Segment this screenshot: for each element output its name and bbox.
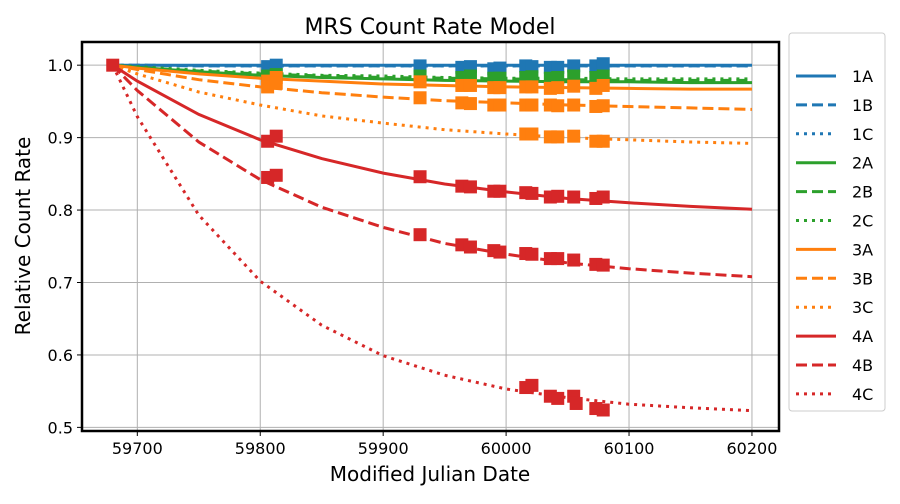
data-marker-3B [493,98,507,112]
y-tick-label: 0.7 [48,273,73,292]
x-tick-label: 59700 [112,439,163,458]
data-marker-4A [269,129,283,143]
data-marker-3A [493,81,507,95]
legend-label-1B: 1B [852,96,873,115]
data-marker-3C [525,127,539,141]
legend-label-3C: 3C [852,298,873,317]
y-tick-label: 0.6 [48,346,73,365]
data-marker-4B [596,258,610,272]
data-marker-4C [551,391,565,405]
data-marker-1A [493,61,507,75]
data-marker-3A [551,81,565,95]
legend-label-1A: 1A [852,67,873,86]
data-marker-4B [493,245,507,259]
data-marker-1A [413,59,427,73]
x-tick-label: 59800 [235,439,286,458]
legend-label-2C: 2C [852,212,873,231]
data-marker-4A [567,190,581,204]
data-marker-1A [567,59,581,73]
legend-label-2A: 2A [852,154,873,173]
data-marker-4A [463,180,477,194]
data-marker-3B [269,76,283,90]
data-marker-2A [551,70,565,84]
x-tick-label: 60000 [481,439,532,458]
data-marker-3C [551,130,565,144]
legend: 1A 1B 1C 2A 2B 2C 3A 3B 3C 4A 4B 4C [788,32,886,412]
data-marker-4A [106,58,120,72]
legend-box [788,32,886,412]
series-line-3B [112,63,753,111]
legend-label-4B: 4B [852,356,873,375]
legend-label-1C: 1C [852,125,873,144]
chart-title: MRS Count Rate Model [304,15,555,40]
series-line-3C [112,63,753,145]
y-tick-label: 0.8 [48,201,73,220]
data-marker-1A [551,60,565,74]
data-marker-3B [567,98,581,112]
series-line-3A [112,63,752,91]
data-marker-4C [596,403,610,417]
data-marker-4C [525,378,539,392]
data-marker-3B [525,98,539,112]
x-axis-label: Modified Julian Date [330,462,530,486]
data-marker-4A [596,190,610,204]
grid [82,42,779,431]
ticks: 59700 59800 59900 60000 60100 60200 0.5 0.6 0.7 0… [48,56,778,458]
series-line-2C [112,63,752,81]
y-tick-label: 1.0 [48,56,73,75]
data-marker-4B [525,247,539,261]
data-marker-3C [567,129,581,143]
y-tick-label: 0.5 [48,418,73,437]
data-marker-4A [525,186,539,200]
series-line-2B [112,63,752,82]
x-tick-label: 60100 [604,439,655,458]
legend-label-4A: 4A [852,327,873,346]
data-marker-2A [525,70,539,84]
data-marker-4B [413,228,427,242]
data-marker-3B [596,99,610,113]
y-axis-label: Relative Count Rate [11,137,35,336]
data-marker-3B [551,99,565,113]
data-marker-3A [567,79,581,93]
legend-label-3B: 3B [852,269,873,288]
x-tick-label: 59900 [358,439,409,458]
x-tick-label: 60200 [727,439,778,458]
data-marker-1A [596,57,610,71]
data-marker-3A [413,75,427,89]
legend-label-3A: 3A [852,240,873,259]
data-marker-4B [463,240,477,254]
plot-area [106,57,753,417]
data-marker-4B [567,253,581,267]
y-tick-label: 0.9 [48,129,73,148]
data-marker-1A [525,60,539,74]
data-marker-4B [551,252,565,266]
data-marker-3B [413,91,427,105]
data-marker-3A [463,78,477,92]
data-marker-3C [596,134,610,148]
series-line-4C [111,64,753,413]
data-marker-3B [463,97,477,111]
data-marker-4A [413,170,427,184]
legend-label-2B: 2B [852,183,873,202]
data-marker-2A [567,69,581,83]
series-line-4B [111,64,753,279]
data-marker-4C [569,396,583,410]
legend-label-4C: 4C [852,385,873,404]
data-marker-4B [269,168,283,182]
axes-frame [80,40,781,433]
data-marker-3A [525,80,539,94]
data-marker-3A [596,78,610,92]
data-marker-4A [493,184,507,198]
data-marker-4A [551,189,565,203]
